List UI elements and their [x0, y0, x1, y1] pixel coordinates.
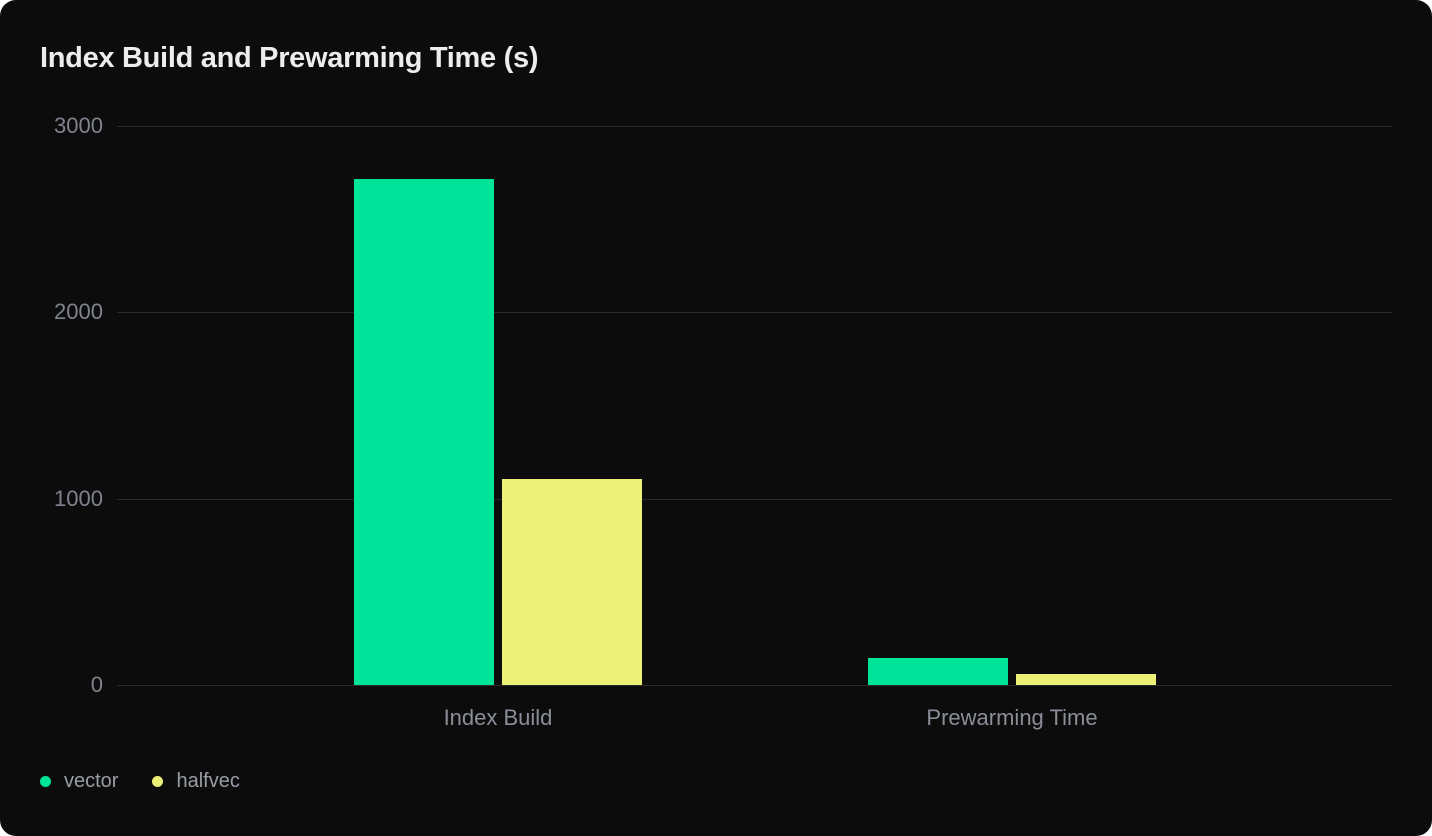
chart-title: Index Build and Prewarming Time (s) — [40, 42, 539, 74]
gridline-3000 — [117, 126, 1392, 127]
legend-label: vector — [64, 770, 119, 792]
bar-halfvec-prewarming-time[interactable] — [1016, 674, 1156, 685]
bar-vector-index-build[interactable] — [354, 179, 494, 685]
legend-dot-icon — [152, 775, 164, 787]
bar-vector-prewarming-time[interactable] — [868, 658, 1008, 685]
legend-label: halfvec — [176, 770, 240, 792]
legend-item-halfvec[interactable]: halfvec — [152, 770, 240, 792]
y-axis-tick-label-0: 0 — [90, 672, 103, 697]
chart-legend: vector halfvec — [40, 771, 240, 791]
x-axis-category-label-index-build: Index Build — [443, 705, 553, 730]
gridline-1000 — [117, 499, 1392, 500]
bar-halfvec-index-build[interactable] — [502, 479, 642, 685]
gridline-0 — [117, 685, 1392, 686]
y-axis-tick-label-3000: 3000 — [54, 113, 103, 138]
gridline-2000 — [117, 312, 1392, 313]
y-axis-tick-label-2000: 2000 — [54, 299, 103, 324]
y-axis-tick-label-1000: 1000 — [54, 486, 103, 511]
x-axis-category-label-prewarming-time: Prewarming Time — [926, 705, 1098, 730]
legend-item-vector[interactable]: vector — [40, 771, 118, 791]
legend-dot-icon — [40, 775, 51, 787]
